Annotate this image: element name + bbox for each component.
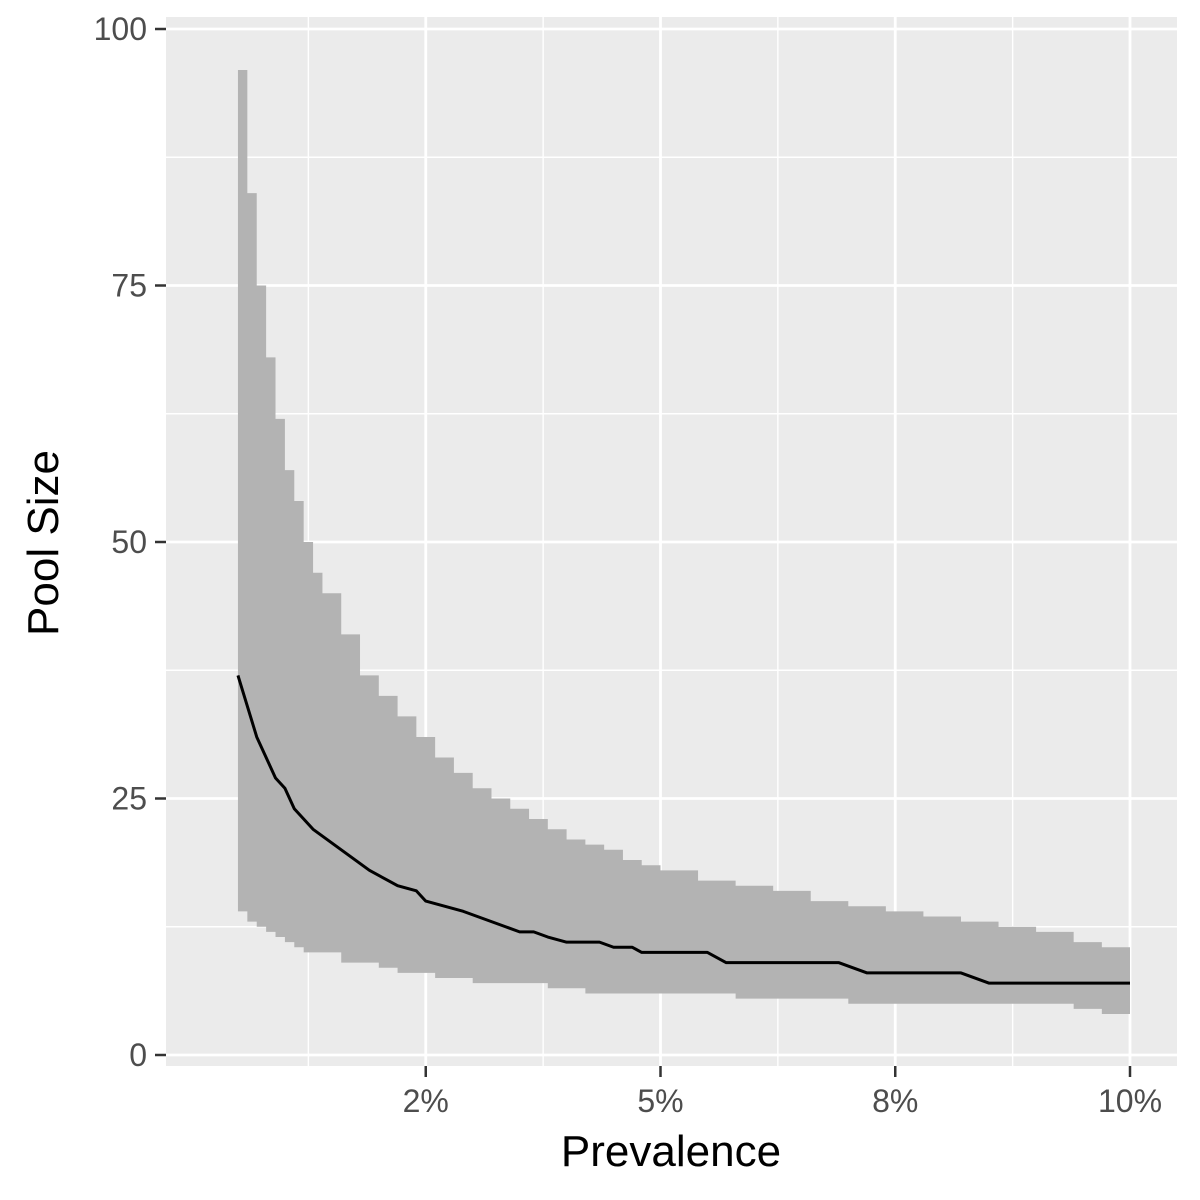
y-tick-label: 50 xyxy=(111,524,147,560)
confidence-band xyxy=(237,70,1130,1014)
y-axis-title: Pool Size xyxy=(19,450,68,636)
y-tick-label: 0 xyxy=(129,1037,147,1073)
confidence-ribbon xyxy=(237,70,1130,1014)
y-tick-label: 25 xyxy=(111,781,147,817)
y-tick-label: 75 xyxy=(111,268,147,304)
pool-size-line xyxy=(236,674,1130,985)
y-axis: 0 25 50 75 100 xyxy=(94,11,166,1073)
x-tick-label: 5% xyxy=(637,1083,683,1119)
y-tick-label: 100 xyxy=(94,11,147,47)
x-axis-title: Prevalence xyxy=(561,1127,781,1176)
x-tick-label: 2% xyxy=(403,1083,449,1119)
x-tick-label: 8% xyxy=(872,1083,918,1119)
x-tick-label: 10% xyxy=(1098,1083,1162,1119)
trend-line xyxy=(236,674,1130,985)
x-axis: 2% 5% 8% 10% xyxy=(403,1066,1162,1119)
